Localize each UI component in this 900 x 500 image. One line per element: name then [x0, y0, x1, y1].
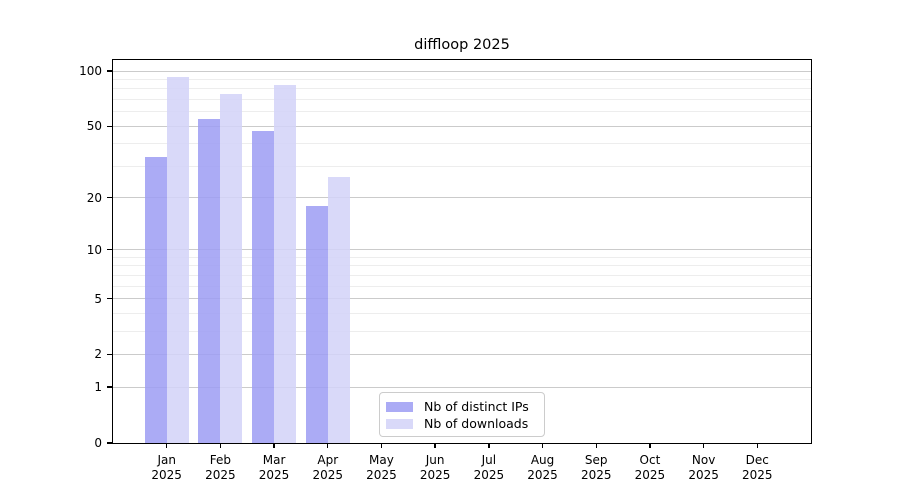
bar-nb-of-distinct-ips	[198, 118, 221, 443]
x-axis-month-label: May 2025	[366, 453, 397, 482]
y-axis-tick-label: 2	[94, 347, 102, 362]
y-axis-tick-label: 1	[94, 380, 102, 395]
x-axis-month-label: Nov 2025	[688, 453, 719, 482]
x-axis-month-label: Aug 2025	[527, 453, 558, 482]
x-tick-mark	[595, 443, 597, 448]
gridline-minor	[113, 265, 811, 267]
x-axis-month-label: Mar 2025	[258, 453, 290, 482]
gridline-minor	[113, 285, 811, 287]
gridline-major	[113, 197, 811, 199]
bar-nb-of-downloads	[274, 85, 297, 443]
plot-area	[112, 59, 812, 444]
x-tick-mark	[434, 443, 436, 448]
y-axis-tick-label: 5	[94, 291, 102, 306]
y-axis-tick-label: 50	[86, 119, 102, 134]
legend-label: Nb of distinct IPs	[424, 399, 529, 414]
gridline-minor	[113, 111, 811, 113]
x-axis-month-label: Apr 2025	[312, 453, 344, 482]
y-tick-mark	[107, 70, 113, 72]
bar-nb-of-distinct-ips	[144, 156, 167, 443]
bar-nb-of-downloads	[220, 94, 243, 443]
gridline-minor	[113, 330, 811, 332]
legend: Nb of distinct IPs Nb of downloads	[379, 392, 545, 437]
gridline-major	[113, 70, 811, 72]
x-tick-mark	[219, 443, 222, 448]
x-tick-mark	[488, 443, 490, 448]
gridline-minor	[113, 99, 811, 101]
x-tick-mark	[541, 443, 544, 448]
gridline-major	[113, 353, 811, 355]
y-tick-mark	[107, 386, 113, 388]
gridline-minor	[113, 79, 811, 81]
y-axis-tick-label: 100	[79, 64, 102, 79]
y-axis-tick-label: 0	[94, 436, 102, 450]
x-axis-month-label: Jul 2025	[473, 453, 505, 482]
legend-item: Nb of downloads	[386, 415, 536, 432]
legend-label: Nb of downloads	[424, 416, 529, 431]
x-axis-month-label: Jan 2025	[151, 453, 182, 482]
legend-item: Nb of distinct IPs	[386, 398, 536, 415]
y-tick-mark	[107, 353, 113, 356]
x-tick-mark	[702, 443, 705, 448]
x-tick-mark	[756, 443, 758, 448]
y-tick-mark	[107, 125, 113, 127]
chart-title: diffloop 2025	[414, 37, 510, 53]
gridline-minor	[113, 143, 811, 145]
legend-swatch	[386, 401, 413, 412]
bar-nb-of-distinct-ips	[252, 131, 275, 443]
gridline-minor	[113, 88, 811, 90]
x-tick-mark	[649, 443, 651, 448]
y-tick-mark	[107, 249, 113, 251]
x-axis-month-label: Feb 2025	[205, 453, 236, 482]
bar-nb-of-distinct-ips	[305, 205, 328, 443]
y-axis-tick-label: 20	[86, 190, 102, 205]
x-axis-month-label: Oct 2025	[634, 453, 666, 482]
x-axis-month-label: Dec 2025	[742, 453, 773, 482]
bar-nb-of-downloads	[166, 76, 189, 443]
x-tick-mark	[273, 443, 275, 448]
y-axis-tick-label: 10	[86, 242, 102, 257]
y-tick-mark	[107, 442, 113, 444]
gridline-major	[113, 386, 811, 388]
x-tick-mark	[165, 443, 168, 448]
legend-swatch	[386, 418, 413, 429]
bar-nb-of-downloads	[327, 177, 350, 443]
gridline-minor	[113, 312, 811, 314]
gridline-major	[113, 125, 811, 127]
y-tick-mark	[107, 297, 113, 300]
x-axis-month-label: Sep 2025	[580, 453, 612, 482]
x-axis-month-label: Jun 2025	[419, 453, 451, 482]
y-tick-mark	[107, 197, 113, 199]
gridline-minor	[113, 256, 811, 258]
x-tick-mark	[327, 443, 329, 448]
gridline-minor	[113, 274, 811, 276]
gridline-major	[113, 249, 811, 251]
x-tick-mark	[380, 443, 383, 448]
gridline-major	[113, 298, 811, 300]
gridline-minor	[113, 165, 811, 167]
